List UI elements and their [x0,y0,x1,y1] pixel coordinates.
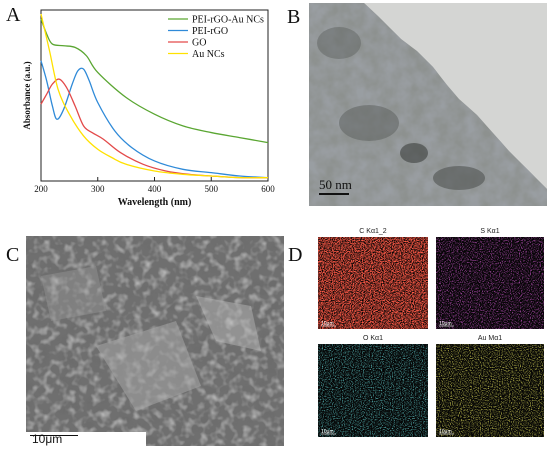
eds-map-o: 10μm [318,344,428,437]
legend-label: PEI-rGO [192,26,228,37]
tem-image: 50 nm [309,3,547,206]
y-axis-label: Absorbance (a.u.) [22,61,32,129]
sem-texture [26,236,284,446]
x-tick-label: 300 [91,184,105,194]
series-line-3 [40,13,269,179]
sem-scale-line [30,435,78,436]
eds-texture-au [436,344,544,437]
eds-map-c: 10μm [318,237,428,329]
eds-map-s: 10μm [436,237,544,329]
eds-scale-s: 10μm [439,321,452,327]
tem-scale-bar [319,193,349,195]
panel-a-letter: A [6,4,21,26]
legend-label: GO [192,38,206,49]
tem-scale-label: 50 nm [319,177,352,192]
x-tick-label: 400 [148,184,162,194]
eds-scale-au: 10μm [439,429,452,435]
eds-texture-c [318,237,428,329]
eds-title-o: O Kα1 [363,335,383,342]
x-axis-label: Wavelength (nm) [118,197,192,208]
plot-frame [40,9,269,182]
eds-scale-c: 10μm [321,321,334,327]
legend-label: PEI-rGO-Au NCs [192,15,264,26]
uv-vis-chart: 200 300 400 500 600 Wavelength (nm) Absorbance… [22,9,275,208]
eds-scale-o: 10μm [321,429,334,435]
tem-texture [309,3,547,206]
series-line-2 [40,78,269,179]
sem-image: 10μm [26,236,284,446]
series-line-0 [40,18,269,144]
eds-texture-s [436,237,544,329]
sem-scale-label: 10μm [32,432,63,446]
panel-c-letter: C [6,244,20,266]
x-tick-label: 200 [34,184,48,194]
panel-b-letter: B [287,6,301,28]
eds-texture-o [318,344,428,437]
eds-title-s: S Kα1 [480,228,500,235]
x-tick-label: 500 [205,184,219,194]
panel-d-letter: D [288,244,303,266]
eds-title-c: C Kα1_2 [359,228,387,235]
series-line-1 [40,60,269,179]
legend-label: Au NCs [192,49,225,60]
eds-map-au: 10μm [436,344,544,437]
eds-title-au: Au Mα1 [477,335,503,342]
x-tick-label: 600 [261,184,275,194]
